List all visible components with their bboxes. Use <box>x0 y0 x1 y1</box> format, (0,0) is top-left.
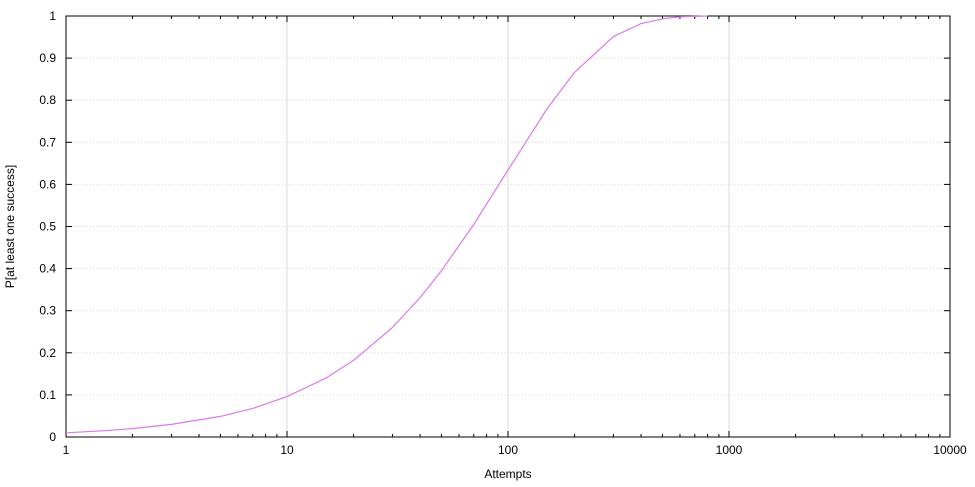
x-tick-label: 10000 <box>933 443 967 457</box>
y-tick-label: 0.9 <box>39 51 56 65</box>
x-tick-label: 1000 <box>716 443 743 457</box>
y-tick-labels: 0 0.1 0.2 0.3 0.4 0.5 0.6 0.7 0.8 0.9 1 <box>39 9 56 444</box>
series-line <box>65 15 708 434</box>
x-tick-label: 100 <box>498 443 518 457</box>
x-tick-label: 10 <box>280 443 294 457</box>
y-tick-label: 0.2 <box>39 346 56 360</box>
series-layer <box>65 15 708 434</box>
y-tick-label: 0.6 <box>39 177 56 191</box>
y-tick-label: 0.8 <box>39 93 56 107</box>
x-tick-label: 1 <box>63 443 70 457</box>
y-tick-label: 0.5 <box>39 220 56 234</box>
grid <box>66 16 950 437</box>
y-tick-label: 0.4 <box>39 262 56 276</box>
y-tick-label: 0.3 <box>39 304 56 318</box>
y-tick-label: 0.1 <box>39 388 56 402</box>
x-axis-label: Attempts <box>484 467 531 481</box>
x-tick-labels: 1 10 100 1000 10000 <box>63 443 967 457</box>
y-tick-label: 0.7 <box>39 135 56 149</box>
y-axis-label: P[at least one success] <box>3 165 17 288</box>
y-tick-label: 0 <box>49 430 56 444</box>
y-tick-label: 1 <box>49 9 56 23</box>
